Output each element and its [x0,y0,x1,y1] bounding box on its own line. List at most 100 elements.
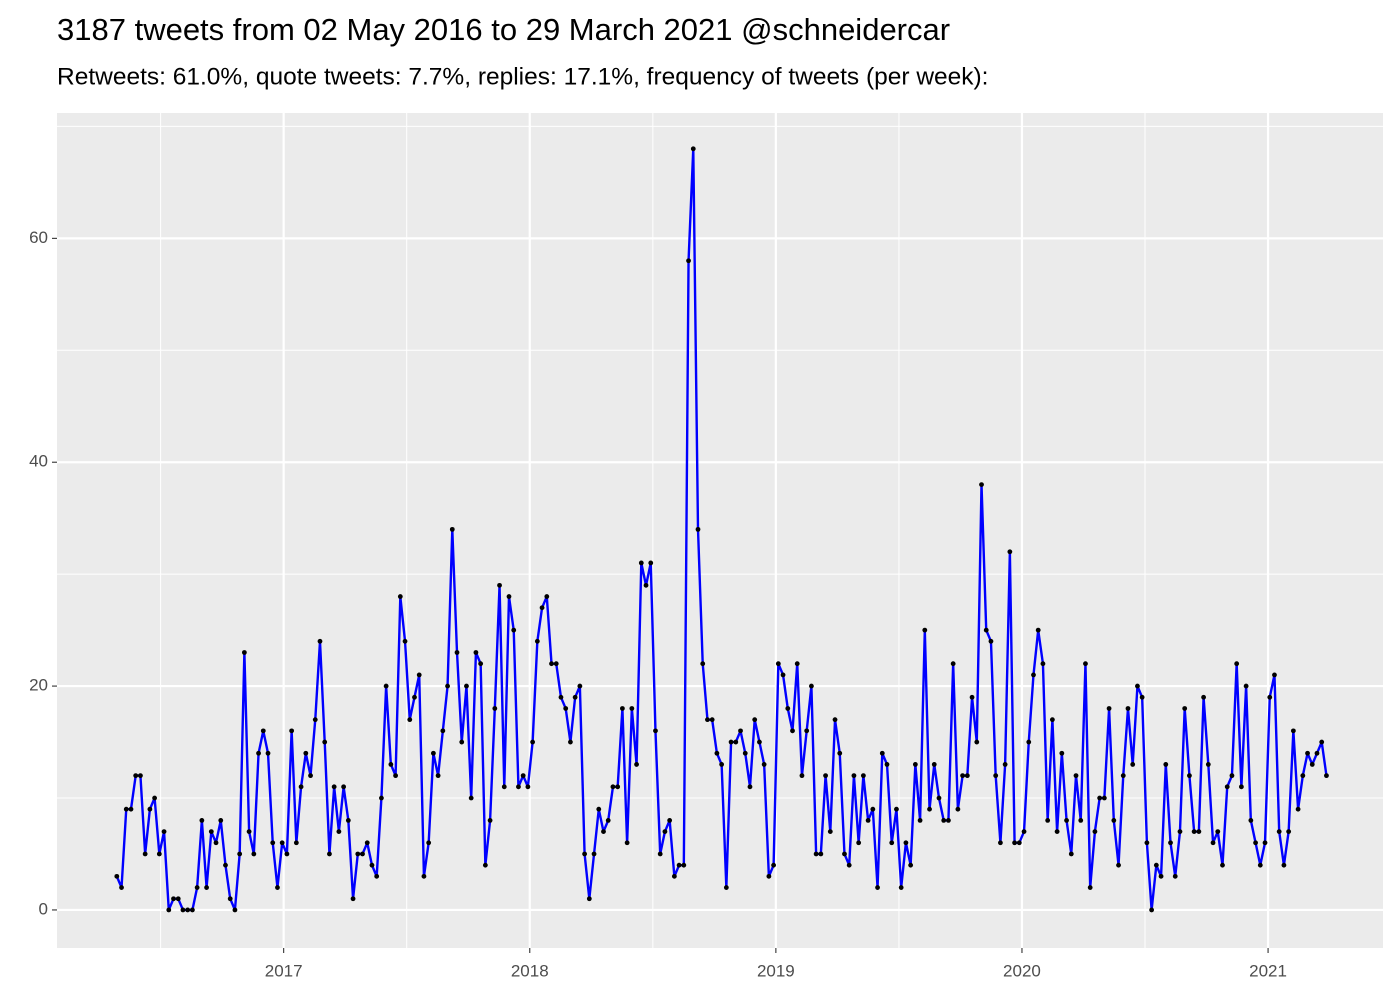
x-tick-label: 2021 [1249,961,1287,980]
data-point [813,851,819,857]
data-point [1286,829,1292,834]
data-point [237,851,243,857]
data-point [1290,728,1296,734]
data-point [454,650,460,655]
data-point [133,773,139,779]
data-point [563,706,569,711]
data-point [412,694,417,700]
data-point [823,773,828,779]
data-point [1172,873,1178,879]
data-point [138,773,143,779]
data-point [520,773,526,779]
data-point [497,582,502,588]
data-point [388,762,394,767]
data-point [227,896,233,902]
data-point [714,750,720,756]
data-point [468,795,474,801]
data-point [903,840,909,846]
data-point [865,817,871,823]
data-point [709,717,715,723]
data-point [256,750,261,756]
data-point [898,885,904,890]
data-point [1309,762,1315,767]
data-point [374,873,380,879]
data-point [218,817,224,823]
data-point [223,862,228,868]
data-point [156,851,162,857]
data-point [487,817,493,823]
data-point [1319,739,1325,745]
data-point [879,750,885,756]
data-point [667,817,673,823]
data-point [1035,627,1041,633]
data-point [445,683,450,689]
data-point [1026,739,1032,745]
data-point [1012,840,1017,846]
data-point [1049,717,1055,723]
data-point [166,907,172,913]
data-point [596,806,602,812]
data-point [152,795,158,801]
data-point [516,784,521,790]
data-point [1064,817,1069,823]
data-point [1210,840,1216,846]
data-point [284,851,290,857]
data-point [1243,683,1249,689]
y-tick-label: 0 [39,899,48,918]
data-point [180,907,186,913]
data-point [1248,817,1254,823]
data-point [1191,829,1197,834]
data-point [1177,829,1183,834]
data-point [1149,907,1155,913]
data-point [723,885,729,890]
data-point [1116,862,1121,868]
data-point [1253,840,1258,846]
data-point [1267,694,1273,700]
data-point [1182,706,1188,711]
data-point [927,806,932,812]
data-point [123,806,129,812]
data-point [775,661,781,667]
data-point [624,840,630,846]
data-point [837,750,843,756]
data-point [1324,773,1329,779]
data-point [1073,773,1079,779]
chart-title: 3187 tweets from 02 May 2016 to 29 March… [57,12,950,47]
data-point [1276,829,1282,834]
data-point [317,638,323,644]
data-point [449,526,455,532]
data-point [539,605,545,611]
data-point [998,840,1003,846]
chart-subtitle: Retweets: 61.0%, quote tweets: 7.7%, rep… [57,63,988,90]
x-tick-label: 2020 [1003,961,1041,980]
data-point [341,784,347,790]
data-point [1125,706,1131,711]
data-point [1016,840,1022,846]
data-point [1106,706,1112,711]
data-point [1111,817,1117,823]
data-point [1097,795,1103,801]
data-point [1031,672,1036,678]
data-point [974,739,980,745]
data-point [260,728,266,734]
data-point [308,773,313,779]
data-point [430,750,436,756]
data-point [827,829,833,834]
data-point [1238,784,1244,790]
data-point [265,750,271,756]
data-point [558,694,564,700]
data-point [946,817,951,823]
data-point [478,661,484,667]
data-point [142,851,148,857]
data-point [842,851,847,857]
data-point [1281,862,1287,868]
data-point [511,627,517,633]
data-point [336,829,342,834]
data-point [809,683,814,689]
data-point [771,862,777,868]
data-point [785,706,791,711]
data-point [1139,694,1145,700]
data-point [582,851,587,857]
